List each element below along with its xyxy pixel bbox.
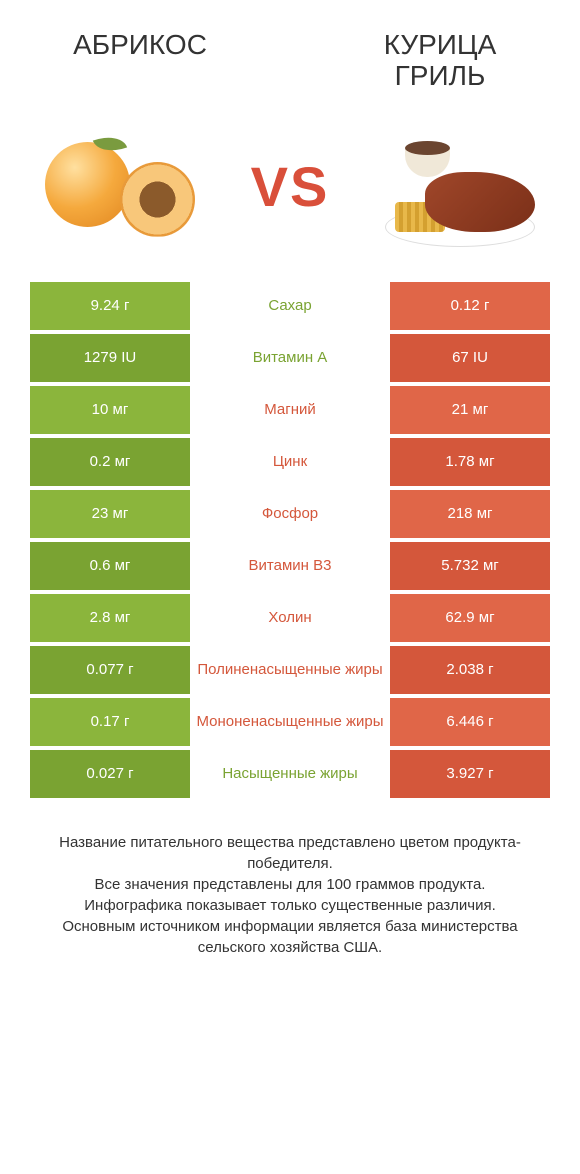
value-left: 1279 IU xyxy=(30,334,190,382)
table-row: 23 мгФосфор218 мг xyxy=(30,490,550,538)
value-left: 23 мг xyxy=(30,490,190,538)
value-left: 0.077 г xyxy=(30,646,190,694)
table-row: 0.17 гМононенасыщенные жиры6.446 г xyxy=(30,698,550,746)
value-right: 6.446 г xyxy=(390,698,550,746)
nutrient-label: Фосфор xyxy=(190,490,390,538)
value-right: 62.9 мг xyxy=(390,594,550,642)
value-left: 0.6 мг xyxy=(30,542,190,590)
value-right: 21 мг xyxy=(390,386,550,434)
table-row: 1279 IUBитамин A67 IU xyxy=(30,334,550,382)
value-left: 9.24 г xyxy=(30,282,190,330)
apricot-illustration xyxy=(40,117,200,257)
hero-row: VS xyxy=(0,102,580,282)
table-row: 9.24 гСахар0.12 г xyxy=(30,282,550,330)
value-right: 2.038 г xyxy=(390,646,550,694)
table-row: 0.2 мгЦинк1.78 мг xyxy=(30,438,550,486)
nutrient-label: Цинк xyxy=(190,438,390,486)
value-left: 2.8 мг xyxy=(30,594,190,642)
value-right: 218 мг xyxy=(390,490,550,538)
value-right: 3.927 г xyxy=(390,750,550,798)
footer-line: Название питательного вещества представл… xyxy=(30,832,550,874)
header: АБРИКОС КУРИЦА ГРИЛЬ xyxy=(0,0,580,102)
nutrient-label: Сахар xyxy=(190,282,390,330)
value-left: 0.17 г xyxy=(30,698,190,746)
nutrient-label: Магний xyxy=(190,386,390,434)
nutrient-label: Мононенасыщенные жиры xyxy=(190,698,390,746)
vs-label: VS xyxy=(251,154,330,219)
footer-line: Основным источником информации является … xyxy=(30,916,550,958)
table-row: 0.027 гНасыщенные жиры3.927 г xyxy=(30,750,550,798)
footer-line: Инфографика показывает только существенн… xyxy=(30,895,550,916)
value-right: 0.12 г xyxy=(390,282,550,330)
value-left: 0.027 г xyxy=(30,750,190,798)
nutrient-label: Bитамин A xyxy=(190,334,390,382)
table-row: 10 мгМагний21 мг xyxy=(30,386,550,434)
nutrient-label: Полиненасыщенные жиры xyxy=(190,646,390,694)
nutrient-label: Насыщенные жиры xyxy=(190,750,390,798)
value-left: 10 мг xyxy=(30,386,190,434)
grilled-chicken-illustration xyxy=(380,117,540,257)
footer-line: Все значения представлены для 100 граммо… xyxy=(30,874,550,895)
title-right: КУРИЦА ГРИЛЬ xyxy=(340,30,540,92)
comparison-table: 9.24 гСахар0.12 г1279 IUBитамин A67 IU10… xyxy=(0,282,580,798)
nutrient-label: Bитамин B3 xyxy=(190,542,390,590)
value-left: 0.2 мг xyxy=(30,438,190,486)
footer-notes: Название питательного вещества представл… xyxy=(0,802,580,958)
value-right: 67 IU xyxy=(390,334,550,382)
title-left: АБРИКОС xyxy=(40,30,240,61)
value-right: 5.732 мг xyxy=(390,542,550,590)
nutrient-label: Холин xyxy=(190,594,390,642)
value-right: 1.78 мг xyxy=(390,438,550,486)
table-row: 0.077 гПолиненасыщенные жиры2.038 г xyxy=(30,646,550,694)
table-row: 0.6 мгBитамин B35.732 мг xyxy=(30,542,550,590)
table-row: 2.8 мгХолин62.9 мг xyxy=(30,594,550,642)
